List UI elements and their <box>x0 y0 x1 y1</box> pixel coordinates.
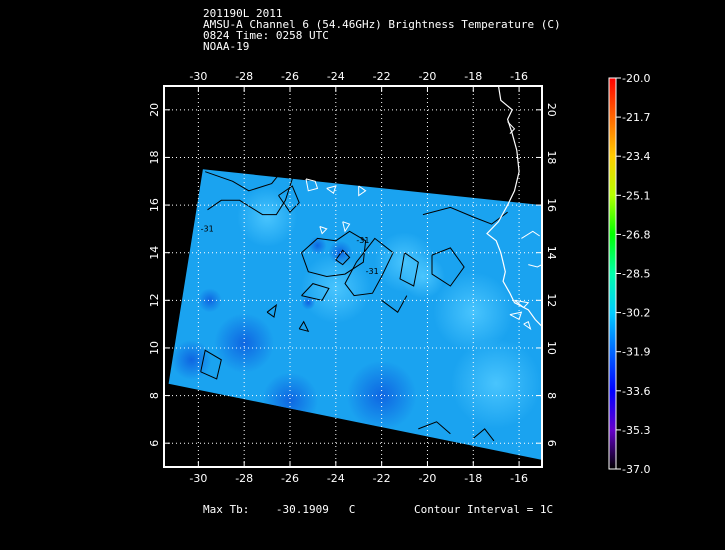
contour-line-7 <box>431 247 465 287</box>
y-tick-label-right: 16 <box>545 198 558 212</box>
contour-line-14 <box>472 428 495 442</box>
colorbar-tick-label: -31.9 <box>622 346 650 359</box>
contour-label-2: -31 <box>366 267 379 276</box>
y-tick-label-right: 20 <box>545 103 558 117</box>
island-6 <box>509 311 523 321</box>
field-shade-1 <box>400 254 445 299</box>
island-3 <box>319 226 328 235</box>
x-tick-label-bottom: -22 <box>373 472 391 485</box>
colorbar-gradient <box>608 77 617 470</box>
y-tick-label-right: 18 <box>545 150 558 164</box>
contour-line-9 <box>301 283 330 301</box>
y-tick-label-left: 20 <box>148 103 161 117</box>
contour-interval: Contour Interval = 1C <box>414 503 554 516</box>
x-tick-label-top: -18 <box>464 70 482 83</box>
coast-detail-2 <box>528 264 542 268</box>
header-line-4: NOAA-19 <box>203 40 250 53</box>
x-tick-label-bottom: -26 <box>281 472 299 485</box>
island-4 <box>342 221 351 233</box>
y-tick-label-right: 14 <box>545 246 558 260</box>
contour-line-4 <box>335 249 351 266</box>
island-5 <box>514 299 530 309</box>
field-shade-7 <box>308 236 327 255</box>
x-tick-label-top: -20 <box>418 70 436 83</box>
y-tick-label-left: 16 <box>148 198 161 212</box>
colorbar-tick-label: -28.5 <box>622 268 650 281</box>
y-tick-label-left: 12 <box>148 293 161 307</box>
y-tick-label-left: 18 <box>148 150 161 164</box>
island-0 <box>305 178 319 192</box>
contour-label-1: -31 <box>356 236 369 245</box>
contour-line-6 <box>399 252 419 287</box>
x-tick-label-top: -30 <box>189 70 207 83</box>
x-tick-label-bottom: -16 <box>510 472 528 485</box>
x-tick-label-bottom: -28 <box>235 472 253 485</box>
y-tick-label-right: 8 <box>545 392 558 399</box>
contour-line-2 <box>278 185 300 213</box>
colorbar-tick-label: -20.0 <box>622 72 650 85</box>
field-shade-2 <box>433 272 514 353</box>
y-tick-label-right: 6 <box>545 440 558 447</box>
y-tick-label-left: 6 <box>148 440 161 447</box>
island-2 <box>358 185 367 197</box>
x-tick-label-top: -26 <box>281 70 299 83</box>
contour-line-12 <box>200 349 222 380</box>
contour-line-1 <box>207 171 296 216</box>
coastline-africa <box>486 86 542 327</box>
colorbar-tick-label: -35.3 <box>622 424 650 437</box>
x-tick-label-top: -22 <box>373 70 391 83</box>
colorbar-tick-label: -26.8 <box>622 228 650 241</box>
contour-line-11 <box>298 320 310 333</box>
x-tick-label-top: -24 <box>327 70 345 83</box>
colorbar-tick-label: -25.1 <box>622 189 650 202</box>
field-shade-9 <box>197 288 222 313</box>
x-tick-label-bottom: -18 <box>464 472 482 485</box>
y-tick-label-right: 12 <box>545 293 558 307</box>
plot-frame <box>163 85 543 468</box>
field-shade-8 <box>301 295 316 310</box>
colorbar-tick-label: -30.2 <box>622 307 650 320</box>
y-tick-label-left: 10 <box>148 341 161 355</box>
colorbar-tick-label: -23.4 <box>622 150 650 163</box>
header-line-3: 0824 Time: 0258 UTC <box>203 29 329 42</box>
field-shade-11 <box>346 360 417 431</box>
max-tb-label: Max Tb: <box>203 503 250 516</box>
colorbar-tick-label: -21.7 <box>622 111 650 124</box>
max-tb-value: -30.1909 <box>275 503 329 516</box>
x-tick-label-top: -28 <box>235 70 253 83</box>
island-1 <box>326 185 337 195</box>
field-shade-5 <box>451 338 542 429</box>
field-shade-10 <box>214 313 275 374</box>
field-shade-4 <box>237 186 298 247</box>
island-7 <box>523 320 532 331</box>
x-tick-label-bottom: -30 <box>189 472 207 485</box>
field-shade-12 <box>262 372 318 429</box>
contour-label-0: -31 <box>201 224 214 233</box>
x-tick-label-bottom: -20 <box>418 472 436 485</box>
field-shade-3 <box>300 253 371 324</box>
contour-line-5 <box>344 237 394 297</box>
contour-line-13 <box>418 421 451 435</box>
y-tick-label-right: 10 <box>545 341 558 355</box>
y-tick-label-left: 14 <box>148 246 161 260</box>
map-header: 201190L 2011 AMSU-A Channel 6 (54.46GHz) … <box>203 8 561 52</box>
x-tick-label-top: -16 <box>510 70 528 83</box>
contour-line-10 <box>266 303 278 318</box>
coast-detail-1 <box>521 230 540 239</box>
header-line-2: AMSU-A Channel 6 (54.46GHz) Brightness T… <box>203 18 561 31</box>
colorbar-tick-label: -33.6 <box>622 385 650 398</box>
x-tick-label-bottom: -24 <box>327 472 345 485</box>
contour-line-8 <box>422 206 508 225</box>
max-tb-unit: C <box>348 503 356 516</box>
colorbar-tick-label: -37.0 <box>622 463 650 476</box>
max-tb-readout: Max Tb: -30.1909 C <box>203 503 355 516</box>
contour-line-15 <box>381 295 408 313</box>
header-line-1: 201190L 2011 <box>203 7 283 20</box>
coast-detail-0 <box>507 121 516 134</box>
contour-line-0 <box>205 168 284 192</box>
y-tick-label-left: 8 <box>148 392 161 399</box>
